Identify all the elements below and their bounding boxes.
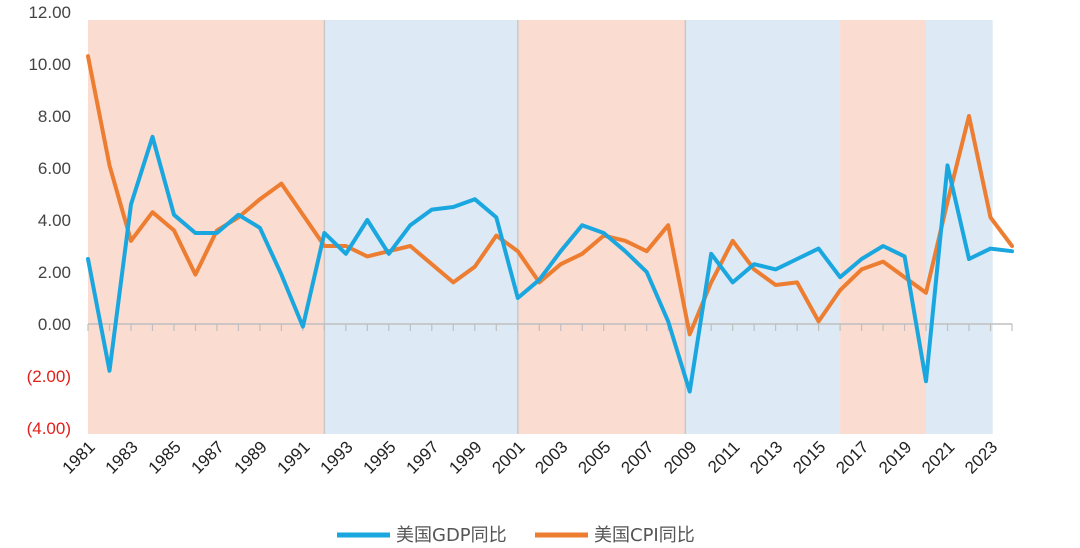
x-tick-label: 2011 bbox=[704, 437, 743, 476]
x-tick-label: 2007 bbox=[617, 437, 657, 477]
shaded-period-0 bbox=[88, 20, 325, 434]
shaded-period-4 bbox=[840, 20, 927, 434]
x-tick-label: 2013 bbox=[746, 437, 786, 477]
x-tick-label: 2005 bbox=[574, 437, 614, 477]
x-tick-label: 2019 bbox=[875, 437, 915, 477]
x-tick-label: 1985 bbox=[145, 437, 185, 477]
x-tick-label: 1995 bbox=[359, 437, 399, 477]
y-tick-label: (4.00) bbox=[27, 419, 71, 438]
y-axis: 12.00 10.00 8.00 6.00 4.00 2.00 0.00 (2.00) (4.0… bbox=[27, 3, 71, 438]
y-tick-label: 8.00 bbox=[38, 107, 71, 126]
x-tick-label: 1991 bbox=[274, 437, 314, 477]
y-tick-label: 12.00 bbox=[28, 3, 71, 22]
legend-label-gdp: 美国GDP同比 bbox=[396, 525, 507, 546]
x-tick-label: 1981 bbox=[59, 437, 99, 477]
x-tick-label: 2023 bbox=[961, 437, 1001, 477]
x-tick-label: 2003 bbox=[531, 437, 571, 477]
x-tick-label: 1993 bbox=[317, 437, 357, 477]
y-tick-label: 6.00 bbox=[38, 159, 71, 178]
y-tick-label: 10.00 bbox=[28, 55, 71, 74]
legend-label-cpi: 美国CPI同比 bbox=[594, 525, 695, 546]
x-tick-label: 1997 bbox=[402, 437, 442, 477]
y-tick-label: 2.00 bbox=[38, 263, 71, 282]
x-tick-label: 1983 bbox=[102, 437, 142, 477]
shaded-period-2 bbox=[517, 20, 686, 434]
y-tick-label: 0.00 bbox=[38, 315, 71, 334]
shaded-period-1 bbox=[324, 20, 518, 434]
x-tick-label: 1999 bbox=[445, 437, 485, 477]
series-line-gdp bbox=[86, 134, 1014, 394]
y-tick-label: 4.00 bbox=[38, 211, 71, 230]
shaded-periods bbox=[88, 20, 993, 434]
shaded-period-5 bbox=[926, 20, 993, 434]
series-lines bbox=[86, 54, 1014, 394]
y-tick-label: (2.00) bbox=[27, 367, 71, 386]
x-tick-label: 2001 bbox=[488, 437, 528, 477]
x-tick-label: 2017 bbox=[832, 437, 872, 477]
x-tick-label: 2021 bbox=[918, 437, 958, 477]
x-tick-label: 1989 bbox=[231, 437, 271, 477]
x-tick-label: 1987 bbox=[188, 437, 228, 477]
shaded-period-3 bbox=[685, 20, 841, 434]
x-tick-label: 2015 bbox=[789, 437, 829, 477]
legend: 美国GDP同比 美国CPI同比 bbox=[337, 525, 695, 546]
series-line-cpi bbox=[86, 54, 1014, 337]
x-tick-label: 2009 bbox=[660, 437, 700, 477]
